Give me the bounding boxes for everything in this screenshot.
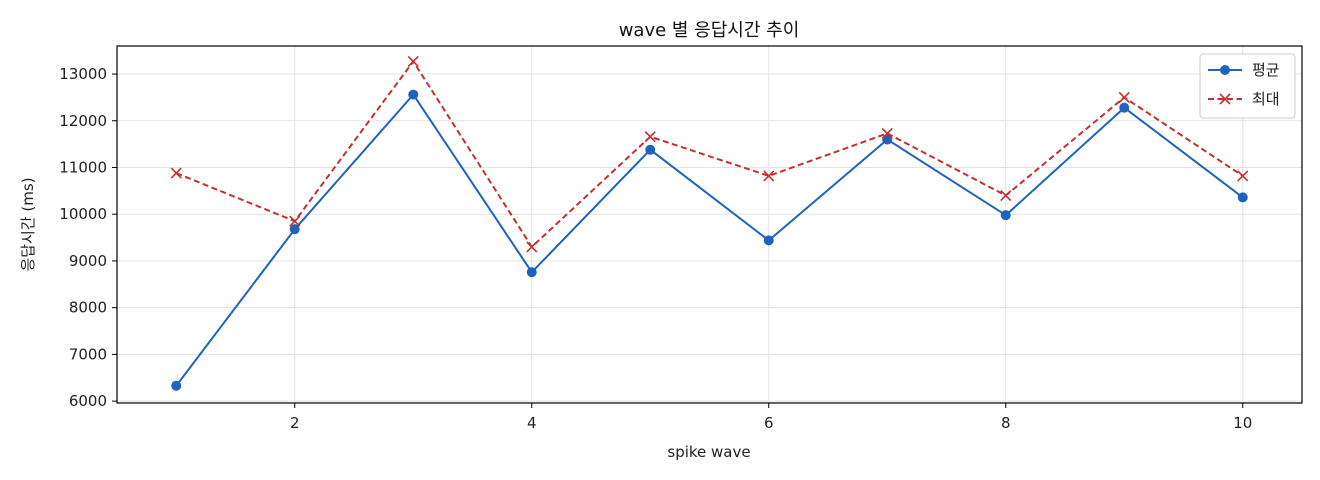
x-tick-label: 10: [1233, 414, 1252, 432]
data-point: [407, 55, 419, 67]
legend-marker: [1219, 93, 1231, 105]
plot-frame: [116, 45, 1303, 404]
legend-item: 최대: [1208, 90, 1280, 108]
y-tick-label: 12000: [59, 112, 107, 130]
y-tick-label: 9000: [69, 252, 107, 270]
series-2: [170, 55, 1249, 253]
data-point: [1118, 91, 1130, 103]
x-tick-label: 2: [290, 414, 300, 432]
data-point: [526, 267, 537, 278]
grid: [117, 46, 1302, 403]
y-tick-label: 7000: [69, 345, 107, 363]
data-point: [645, 144, 656, 155]
data-point: [644, 131, 656, 143]
data-point: [1237, 170, 1249, 182]
series-layer: [170, 55, 1249, 391]
legend-label: 최대: [1252, 90, 1280, 108]
data-point: [408, 89, 419, 100]
data-point: [1000, 210, 1011, 221]
axis-ticks: 2 4 6 8 10 6000 7000 8000 9000 10000 11000 12000 130…: [59, 65, 1252, 432]
legend-box: [1199, 53, 1296, 119]
series-line: [175, 93, 1244, 387]
data-point: [1000, 189, 1012, 202]
y-axis-label: 응답시간 (ms): [19, 177, 37, 271]
x-tick-label: 8: [1001, 414, 1011, 432]
legend-label: 평균: [1252, 61, 1280, 79]
y-tick-label: 8000: [69, 299, 107, 317]
x-axis-label: spike wave: [667, 443, 750, 461]
y-tick-label: 11000: [59, 158, 107, 176]
data-point: [763, 235, 774, 246]
data-point: [1119, 102, 1130, 113]
chart-title: wave 별 응답시간 추이: [619, 20, 800, 41]
x-tick-label: 6: [764, 414, 774, 432]
data-point: [171, 380, 182, 391]
series-1: [171, 89, 1248, 391]
series-line: [175, 60, 1244, 248]
legend-item: 평균: [1208, 61, 1280, 79]
data-point: [170, 167, 182, 179]
y-tick-label: 6000: [69, 392, 107, 410]
data-point: [289, 224, 300, 235]
data-point: [289, 215, 301, 227]
data-point: [763, 170, 775, 182]
x-tick-label: 4: [527, 414, 537, 432]
legend-marker: [1220, 65, 1230, 75]
data-point: [1237, 192, 1248, 203]
data-point: [526, 241, 538, 253]
data-point: [881, 127, 893, 139]
y-tick-label: 13000: [59, 65, 107, 83]
y-tick-label: 10000: [59, 205, 107, 223]
